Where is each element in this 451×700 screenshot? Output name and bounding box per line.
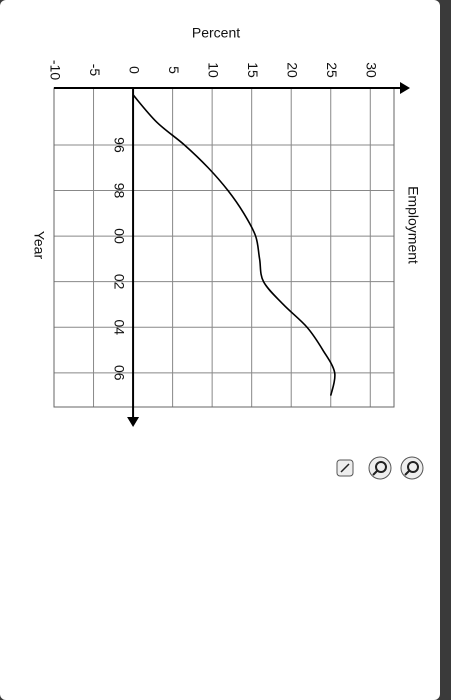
x-tick-label: 96	[111, 137, 127, 153]
y-tick-label: 15	[245, 62, 261, 78]
y-tick-label: -10	[47, 60, 63, 80]
x-axis-arrow	[127, 417, 140, 427]
x-tick-label: 04	[111, 319, 127, 335]
y-axis-arrow	[400, 82, 410, 94]
x-tick-label: 00	[111, 228, 127, 244]
zoom-in[interactable]	[400, 456, 424, 480]
x-tick-label: 02	[111, 274, 127, 290]
y-tick-label: 5	[166, 66, 182, 74]
open-external[interactable]	[336, 459, 354, 477]
y-tick-label: 0	[126, 66, 142, 74]
x-axis-label: Year	[31, 231, 47, 260]
line	[132, 94, 336, 396]
plot: -10 -5 0 5 10 15 20 25 30 96 98 00 02 04 06	[47, 60, 410, 427]
zoom-out[interactable]	[368, 456, 392, 480]
y-axis-label: Percent	[192, 25, 240, 41]
y-tick-label: 30	[364, 62, 380, 78]
y-tick-label: 10	[205, 62, 221, 78]
y-tick-label: -5	[87, 64, 103, 77]
y-tick-label: 20	[285, 62, 301, 78]
chart-title: Employment	[405, 186, 421, 264]
panel	[0, 0, 440, 700]
x-tick-label: 98	[111, 183, 127, 199]
y-tick-label: 25	[324, 62, 340, 78]
x-tick-label: 06	[111, 365, 127, 381]
